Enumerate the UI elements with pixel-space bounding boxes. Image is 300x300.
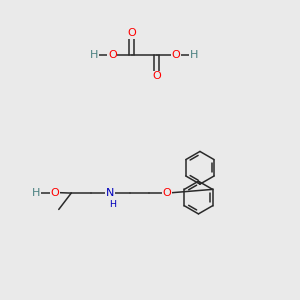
Text: O: O <box>163 188 172 198</box>
Text: O: O <box>50 188 59 197</box>
Text: O: O <box>172 50 180 60</box>
Text: O: O <box>127 28 136 38</box>
Text: H: H <box>32 188 40 197</box>
Text: H: H <box>90 50 99 60</box>
Text: N: N <box>106 188 114 198</box>
Text: O: O <box>152 71 161 81</box>
Text: H: H <box>190 50 198 60</box>
Text: H: H <box>109 200 116 209</box>
Text: O: O <box>108 50 117 60</box>
